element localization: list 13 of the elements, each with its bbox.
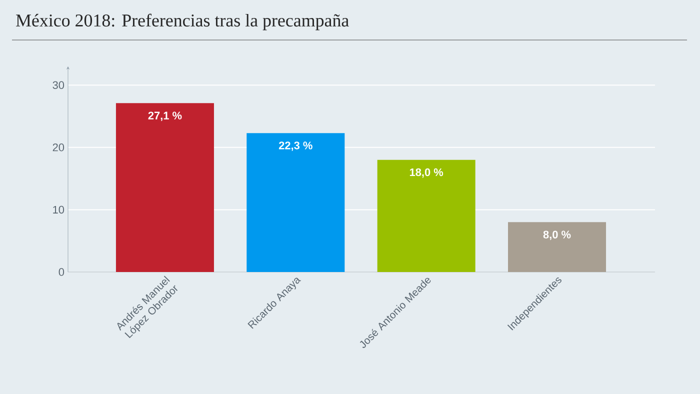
chart-title: México 2018: Preferencias tras la precampaña (16, 14, 349, 30)
y-tick-label: 0 (58, 268, 64, 276)
bar (508, 222, 606, 272)
data-label: 22,3 % (278, 142, 312, 151)
data-label: 8,0 % (543, 230, 571, 240)
bar (116, 103, 214, 272)
y-tick-label: 20 (52, 144, 64, 152)
bar (246, 133, 345, 272)
data-label: 18,0 % (410, 168, 444, 178)
y-tick-label: 30 (52, 81, 64, 89)
data-label: 27,1 % (148, 112, 182, 122)
bar (377, 160, 476, 272)
y-tick-label: 10 (53, 206, 64, 214)
